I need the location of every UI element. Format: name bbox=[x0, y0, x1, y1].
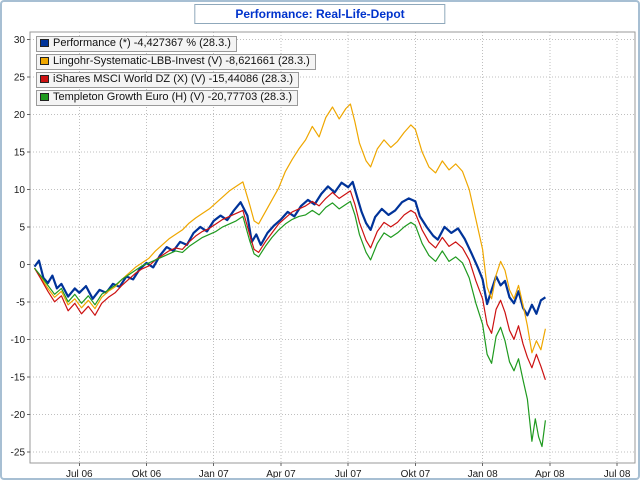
y-tick-label: 15 bbox=[14, 147, 26, 158]
legend-item-ishares-msci-world: iShares MSCI World DZ (X) (V) -15,44086 … bbox=[36, 72, 300, 88]
legend-item-lingohr: Lingohr-Systematic-LBB-Invest (V) -8,621… bbox=[36, 54, 316, 70]
y-tick-label: 20 bbox=[14, 110, 26, 121]
chart-legend: Performance (*) -4,427367 % (28.3.) Lingo… bbox=[36, 36, 316, 108]
y-tick-label: 30 bbox=[14, 35, 26, 46]
x-tick-label: Jan 08 bbox=[468, 469, 498, 480]
legend-item-performance: Performance (*) -4,427367 % (28.3.) bbox=[36, 36, 237, 52]
legend-item-templeton-growth: Templeton Growth Euro (H) (V) -20,77703 … bbox=[36, 90, 299, 106]
x-tick-label: Jul 08 bbox=[604, 469, 631, 480]
legend-swatch-icon bbox=[40, 39, 49, 47]
plot-frame bbox=[29, 31, 636, 464]
x-tick-label: Okt 07 bbox=[401, 469, 431, 480]
series-line-lingohr bbox=[34, 103, 546, 354]
y-tick-label: 0 bbox=[19, 260, 25, 271]
y-tick-label: 10 bbox=[14, 185, 26, 196]
y-tick-label: -20 bbox=[11, 410, 26, 421]
chart-title: Performance: Real-Life-Depot bbox=[194, 4, 446, 24]
series-line-templeton-growth bbox=[34, 200, 546, 448]
y-tick-label: -25 bbox=[11, 447, 26, 458]
legend-label: Performance (*) -4,427367 % (28.3.) bbox=[53, 37, 231, 49]
series-line-ishares-msci-world bbox=[33, 190, 546, 380]
x-tick-label: Jul 06 bbox=[66, 469, 93, 480]
x-tick-label: Jul 07 bbox=[335, 469, 362, 480]
legend-label: iShares MSCI World DZ (X) (V) -15,44086 … bbox=[53, 73, 294, 85]
y-tick-label: 25 bbox=[14, 72, 26, 83]
legend-label: Lingohr-Systematic-LBB-Invest (V) -8,621… bbox=[53, 55, 310, 67]
y-tick-label: -15 bbox=[11, 372, 26, 383]
legend-swatch-icon bbox=[40, 57, 49, 65]
y-tick-label: -10 bbox=[11, 335, 26, 346]
x-tick-label: Jan 07 bbox=[199, 469, 229, 480]
x-tick-label: Apr 07 bbox=[266, 469, 296, 480]
legend-swatch-icon bbox=[40, 75, 49, 83]
y-tick-label: 5 bbox=[19, 222, 25, 233]
legend-label: Templeton Growth Euro (H) (V) -20,77703 … bbox=[53, 91, 293, 103]
x-tick-label: Okt 06 bbox=[132, 469, 162, 480]
x-tick-label: Apr 08 bbox=[535, 469, 565, 480]
legend-swatch-icon bbox=[40, 93, 49, 101]
y-tick-label: -5 bbox=[16, 297, 25, 308]
